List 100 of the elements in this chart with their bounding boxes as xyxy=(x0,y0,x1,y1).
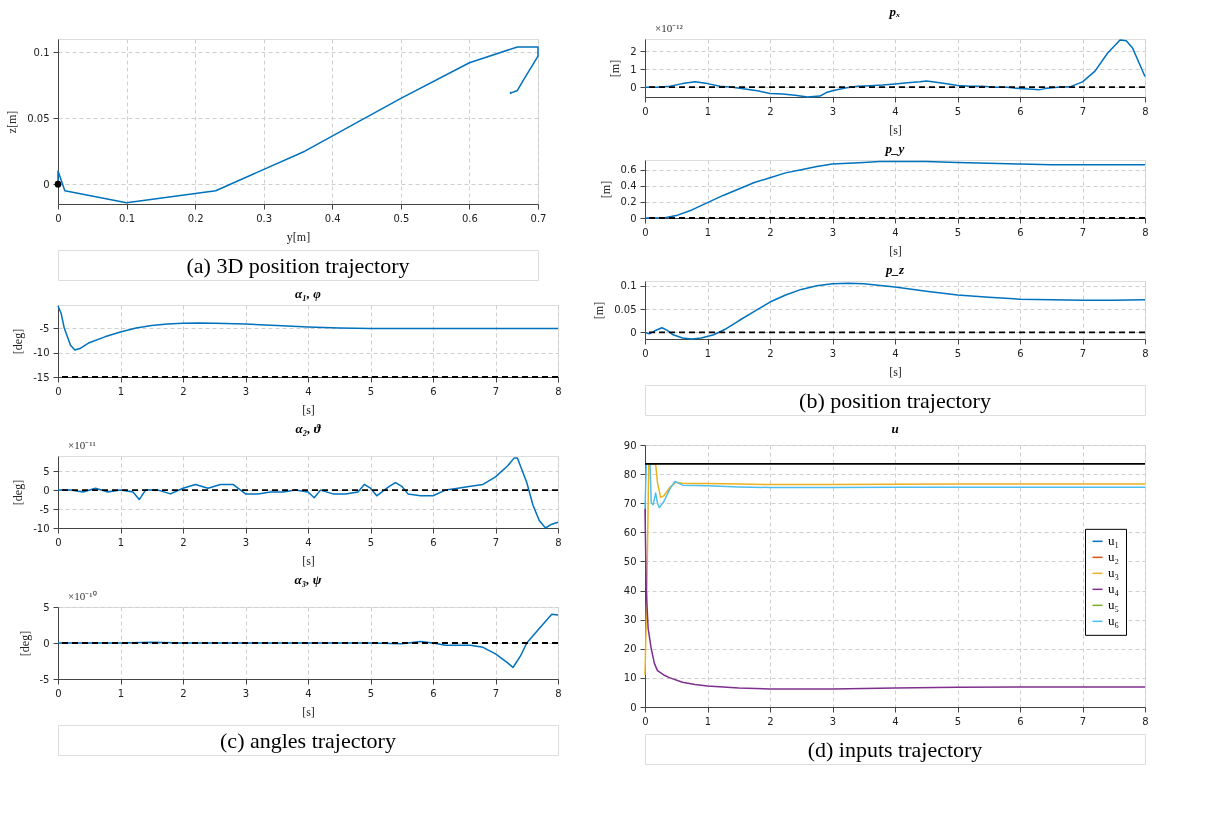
x-tick-label: 8 xyxy=(1142,347,1149,359)
chart-title: α₁, φ xyxy=(295,286,322,301)
x-tick-label: 2 xyxy=(180,536,187,548)
x-axis-title: [s] xyxy=(302,402,315,417)
x-tick-label: 2 xyxy=(180,385,187,397)
x-tick-label: 4 xyxy=(305,687,312,699)
y-tick-label: 0 xyxy=(43,484,50,496)
x-tick-label: 0 xyxy=(642,226,649,238)
x-tick-label: 4 xyxy=(892,226,899,238)
x-tick-label: 5 xyxy=(367,536,375,548)
x-tick-label: 7 xyxy=(1079,105,1087,117)
x-tick-label: 7 xyxy=(1079,715,1087,727)
y-tick-label: 30 xyxy=(623,614,637,626)
x-tick-label: 7 xyxy=(1079,226,1087,238)
x-tick-label: 3 xyxy=(242,687,250,699)
x-tick-label: 0 xyxy=(642,105,649,117)
x-tick-label: 5 xyxy=(954,105,962,117)
x-axis-title: [s] xyxy=(302,553,315,568)
y-axis-title: [m] xyxy=(598,180,613,199)
y-tick-label: -10 xyxy=(33,347,50,359)
x-tick-label: 6 xyxy=(1017,226,1024,238)
x-tick-label: 0.4 xyxy=(324,212,341,224)
x-tick-label: 1 xyxy=(117,687,125,699)
x-tick-label: 5 xyxy=(954,347,962,359)
line-series xyxy=(644,463,1146,510)
legend-label: u₄ xyxy=(1108,581,1120,597)
y-tick-label: 0 xyxy=(43,178,50,190)
x-tick-label: 7 xyxy=(1079,347,1087,359)
line-series xyxy=(644,508,1146,690)
x-tick-label: 7 xyxy=(492,687,500,699)
x-tick-label: 4 xyxy=(305,385,312,397)
y-tick-label: 0 xyxy=(630,701,637,713)
x-tick-label: 1 xyxy=(704,715,712,727)
x-tick-label: 5 xyxy=(367,687,375,699)
chart-title: pₓ xyxy=(888,4,901,19)
x-axis-title: [s] xyxy=(889,364,902,379)
y-tick-label: 0.2 xyxy=(620,196,637,208)
x-tick-label: 1 xyxy=(704,226,712,238)
y-axis-title: [m] xyxy=(608,59,623,78)
y-axis-title: [deg] xyxy=(11,479,26,506)
y-tick-label: 70 xyxy=(623,497,637,509)
x-tick-label: 6 xyxy=(1017,105,1024,117)
y-tick-label: 40 xyxy=(623,585,637,597)
legend-label: u₃ xyxy=(1108,565,1120,581)
y-tick-label: 0.6 xyxy=(620,164,637,176)
chart-title: α₃, ψ xyxy=(294,572,322,587)
chart-title: p_z xyxy=(884,261,905,277)
y-tick-label: 0 xyxy=(630,326,637,338)
y-tick-label: 0.1 xyxy=(33,46,50,58)
x-tick-label: 3 xyxy=(829,715,837,727)
line-series xyxy=(57,305,559,351)
y-tick-label: 90 xyxy=(623,439,637,451)
chart-title: p_y xyxy=(884,141,905,156)
chart-title: u xyxy=(891,421,899,436)
y-axis-title: z[m] xyxy=(5,110,20,134)
x-tick-label: 8 xyxy=(555,385,562,397)
x-axis-title: [s] xyxy=(889,243,902,258)
x-tick-label: 7 xyxy=(492,385,500,397)
y-tick-label: 20 xyxy=(623,643,637,655)
x-tick-label: 4 xyxy=(892,715,899,727)
x-tick-label: 8 xyxy=(1142,715,1149,727)
x-tick-label: 0.7 xyxy=(530,212,547,224)
x-tick-label: 1 xyxy=(704,105,712,117)
y-tick-label: 0.4 xyxy=(620,180,637,192)
line-series xyxy=(644,463,1146,676)
x-tick-label: 2 xyxy=(767,347,774,359)
x-tick-label: 3 xyxy=(829,105,837,117)
x-tick-label: 0 xyxy=(55,687,62,699)
text: (b) position trajectory xyxy=(799,388,991,413)
y-tick-label: -10 xyxy=(33,522,50,534)
y-tick-label: 50 xyxy=(623,555,637,567)
y-axis-title: [deg] xyxy=(11,328,26,355)
y-tick-label: 0 xyxy=(43,637,50,649)
x-tick-label: 2 xyxy=(767,105,774,117)
y-tick-label: 1 xyxy=(630,63,637,75)
y-tick-label: -5 xyxy=(39,673,50,685)
x-tick-label: 5 xyxy=(954,226,962,238)
x-tick-label: 3 xyxy=(242,536,250,548)
x-tick-label: 0.1 xyxy=(119,212,136,224)
x-tick-label: 8 xyxy=(555,687,562,699)
x-tick-label: 6 xyxy=(430,385,437,397)
y-tick-label: 60 xyxy=(623,526,637,538)
x-tick-label: 5 xyxy=(954,715,962,727)
x-tick-label: 4 xyxy=(892,347,899,359)
legend-label: u₁ xyxy=(1108,533,1120,549)
x-tick-label: 6 xyxy=(1017,715,1024,727)
x-tick-label: 0.5 xyxy=(393,212,410,224)
text: (d) inputs trajectory xyxy=(807,737,983,762)
x-tick-label: 8 xyxy=(1142,105,1149,117)
x-tick-label: 6 xyxy=(1017,347,1024,359)
x-tick-label: 8 xyxy=(1142,226,1149,238)
y-tick-label: 0.05 xyxy=(27,112,50,124)
legend-label: u₅ xyxy=(1108,597,1120,613)
x-tick-label: 0.6 xyxy=(461,212,478,224)
x-tick-label: 4 xyxy=(305,536,312,548)
x-tick-label: 3 xyxy=(829,347,837,359)
x-tick-label: 6 xyxy=(430,687,437,699)
text: ×10⁻¹⁰ xyxy=(68,590,97,602)
y-tick-label: 0 xyxy=(630,81,637,93)
x-tick-label: 2 xyxy=(180,687,187,699)
